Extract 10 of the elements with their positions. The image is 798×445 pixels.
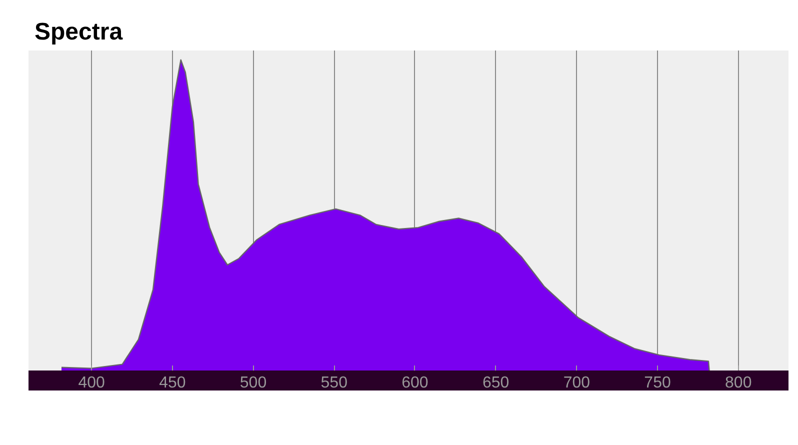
- x-tick-label: 550: [320, 374, 348, 392]
- x-tick-label: 700: [563, 374, 590, 392]
- x-tick-label: 400: [78, 374, 106, 392]
- x-tick-label: 500: [240, 374, 267, 392]
- x-tick-label: 650: [482, 374, 510, 392]
- x-tick-label: 450: [159, 374, 186, 392]
- x-tick-label: 750: [644, 374, 671, 392]
- x-tick-label: 800: [725, 374, 752, 392]
- chart-title: Spectra: [34, 18, 124, 46]
- x-tick-label: 600: [402, 374, 428, 392]
